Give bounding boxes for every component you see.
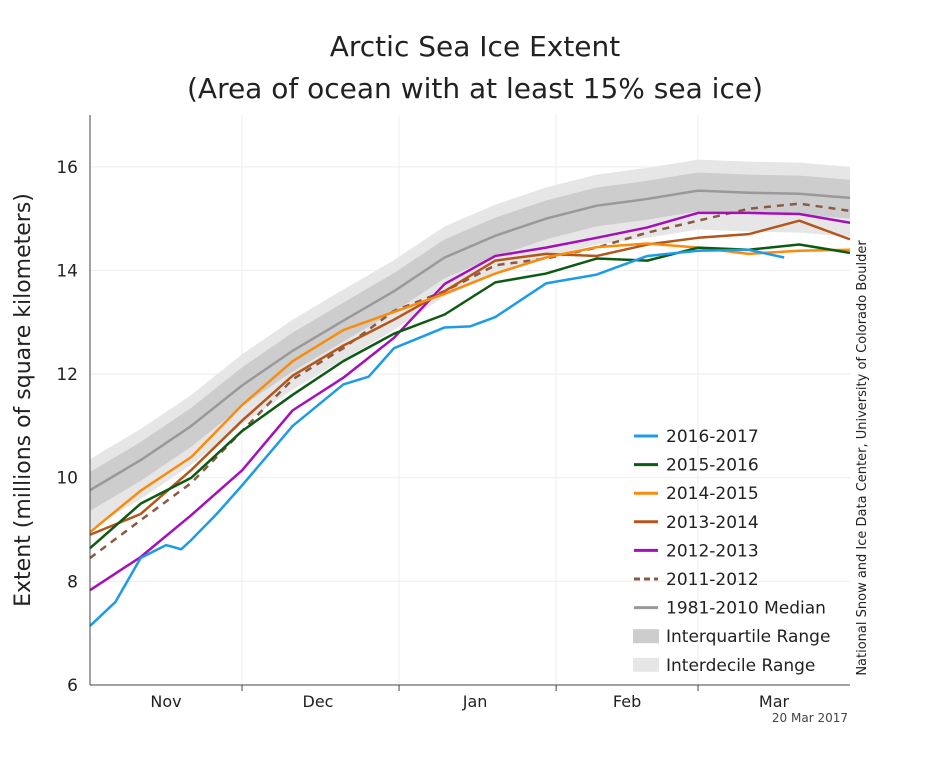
- x-tick-label: Dec: [303, 692, 334, 711]
- y-tick-label: 12: [56, 365, 78, 385]
- series-line-2013-2014: [89, 219, 851, 536]
- date-stamp: 20 Mar 2017: [772, 711, 848, 725]
- legend-label: 2013-2014: [666, 513, 759, 533]
- legend-label: 2011-2012: [666, 570, 759, 590]
- series-line-2012-2013: [89, 211, 851, 592]
- legend-label: 1981-2010 Median: [666, 599, 826, 619]
- interquartile-range-band: [90, 172, 850, 511]
- y-tick-label: 10: [56, 469, 78, 489]
- series-lines: [89, 189, 851, 627]
- legend-label: Interquartile Range: [666, 627, 830, 647]
- x-tick-label: Mar: [759, 692, 790, 711]
- legend: 2016-2017 2015-2016 2014-2015 2013-2014 2012…: [633, 427, 830, 676]
- legend-label: Interdecile Range: [666, 656, 815, 676]
- y-axis-label: Extent (millions of square kilometers): [11, 193, 36, 607]
- series-line-2016-2017: [89, 248, 785, 627]
- series-line-2015-2016: [89, 243, 851, 550]
- y-tick-label: 6: [67, 676, 78, 696]
- legend-label: 2014-2015: [666, 484, 759, 504]
- y-tick-label: 8: [67, 572, 78, 592]
- range-bands: [90, 159, 850, 530]
- series-line-2011-2012: [89, 202, 851, 560]
- legend-label: 2015-2016: [666, 456, 759, 476]
- legend-swatch: [633, 629, 659, 644]
- legend-label: 2016-2017: [666, 427, 759, 447]
- chart-subtitle: (Area of ocean with at least 15% sea ice…: [187, 72, 763, 105]
- chart-title: Arctic Sea Ice Extent: [330, 30, 621, 63]
- series-line-1981-2010-median: [89, 189, 851, 492]
- x-tick-label: Feb: [613, 692, 641, 711]
- axes: 6 8 10 12 14 16 Nov Dec Jan Feb Mar: [56, 115, 850, 711]
- legend-label: 2012-2013: [666, 541, 759, 561]
- y-tick-label: 14: [56, 261, 78, 281]
- legend-swatch: [633, 657, 659, 672]
- x-tick-label: Jan: [462, 692, 488, 711]
- y-tick-label: 16: [56, 158, 78, 178]
- x-tick-label: Nov: [150, 692, 181, 711]
- source-credit: National Snow and Ice Data Center, Unive…: [855, 240, 870, 676]
